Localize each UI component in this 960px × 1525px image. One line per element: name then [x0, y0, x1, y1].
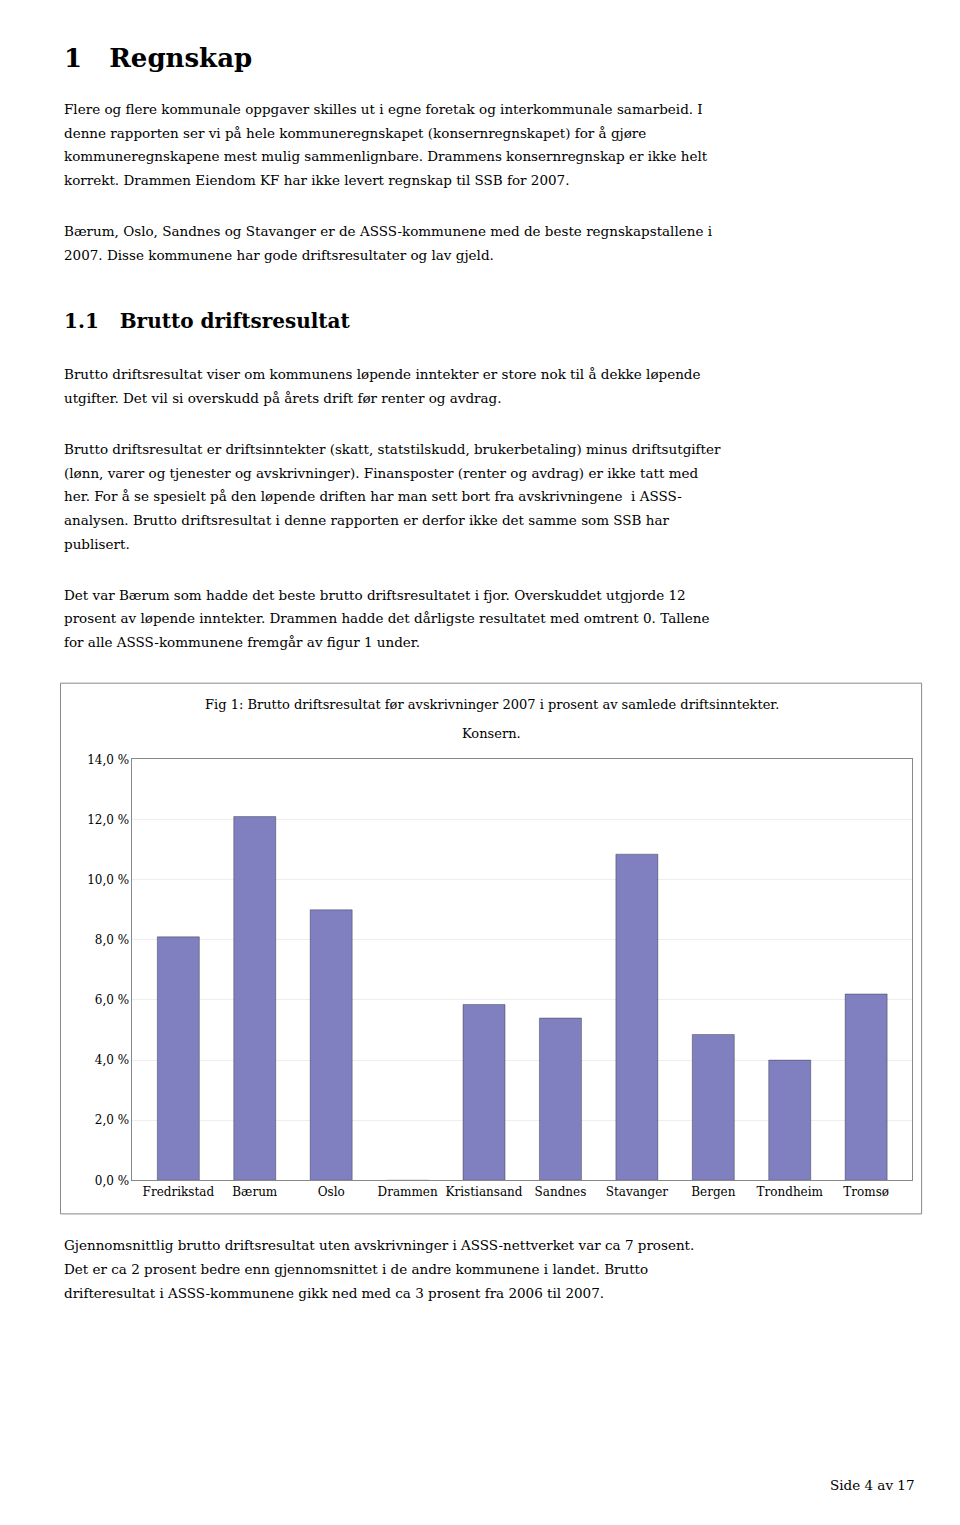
svg-text:analysen. Brutto driftsresulta: analysen. Brutto driftsresultat i denne … [64, 512, 669, 528]
svg-text:Oslo: Oslo [318, 1185, 345, 1199]
svg-text:Bergen: Bergen [691, 1185, 735, 1199]
svg-text:Bærum, Oslo, Sandnes og Stavan: Bærum, Oslo, Sandnes og Stavanger er de … [64, 223, 713, 239]
svg-text:Det er ca 2 prosent bedre enn: Det er ca 2 prosent bedre enn gjennomsni… [64, 1261, 648, 1277]
svg-text:Kristiansand: Kristiansand [446, 1185, 523, 1199]
svg-text:4,0 %: 4,0 % [95, 1053, 129, 1067]
svg-text:2007. Disse kommunene har gode: 2007. Disse kommunene har gode driftsres… [64, 247, 494, 263]
svg-text:prosent av løpende inntekter.: prosent av løpende inntekter. Drammen ha… [64, 610, 710, 626]
svg-text:14,0 %: 14,0 % [87, 753, 129, 767]
svg-text:Konsern.: Konsern. [462, 726, 521, 741]
svg-text:Sandnes: Sandnes [535, 1185, 587, 1199]
svg-text:Fig 1: Brutto driftsresultat f: Fig 1: Brutto driftsresultat før avskriv… [205, 697, 779, 712]
svg-text:Fredrikstad: Fredrikstad [143, 1185, 215, 1199]
svg-text:Stavanger: Stavanger [606, 1185, 669, 1199]
svg-text:Flere og flere kommunale oppga: Flere og flere kommunale oppgaver skille… [64, 101, 703, 117]
svg-text:korrekt. Drammen Eiendom KF ha: korrekt. Drammen Eiendom KF har ikke lev… [64, 172, 570, 188]
svg-text:Det var Bærum som hadde det be: Det var Bærum som hadde det beste brutto… [64, 587, 686, 603]
svg-text:2,0 %: 2,0 % [95, 1113, 129, 1127]
svg-text:her. For å se spesielt på den: her. For å se spesielt på den løpende dr… [64, 488, 682, 504]
svg-text:12,0 %: 12,0 % [87, 813, 129, 827]
svg-text:Trondheim: Trondheim [757, 1185, 824, 1199]
svg-text:6,0 %: 6,0 % [95, 993, 129, 1007]
svg-text:utgifter. Det vil si overskudd: utgifter. Det vil si overskudd på årets … [64, 390, 501, 406]
svg-text:8,0 %: 8,0 % [95, 933, 129, 947]
svg-text:Side 4 av 17: Side 4 av 17 [830, 1477, 915, 1493]
svg-text:for alle ASSS-kommunene fremgå: for alle ASSS-kommunene fremgår av figur… [64, 634, 420, 650]
svg-text:1 Regnskap: 1 Regnskap [64, 43, 252, 73]
svg-text:(lønn, varer og tjenester og a: (lønn, varer og tjenester og avskrivning… [64, 465, 699, 481]
svg-text:denne rapporten ser vi på hele: denne rapporten ser vi på hele kommunere… [64, 125, 646, 141]
svg-text:1.1 Brutto driftsresultat: 1.1 Brutto driftsresultat [64, 309, 351, 333]
svg-text:Tromsø: Tromsø [843, 1185, 889, 1199]
svg-text:10,0 %: 10,0 % [87, 873, 129, 887]
svg-text:kommuneregnskapene mest mulig: kommuneregnskapene mest mulig sammenlign… [64, 148, 708, 164]
svg-text:drifteresultat i ASSS-kommunen: drifteresultat i ASSS-kommunene gikk ned… [64, 1285, 604, 1301]
svg-text:0,0 %: 0,0 % [95, 1174, 129, 1188]
svg-text:Brutto driftsresultat viser om: Brutto driftsresultat viser om kommunens… [64, 366, 700, 382]
svg-text:publisert.: publisert. [64, 536, 130, 552]
svg-text:Gjennomsnittlig brutto driftsr: Gjennomsnittlig brutto driftsresultat ut… [64, 1237, 694, 1253]
svg-text:Drammen: Drammen [378, 1185, 438, 1199]
svg-text:Bærum: Bærum [232, 1185, 278, 1199]
svg-text:Brutto driftsresultat er drift: Brutto driftsresultat er driftsinntekter… [64, 441, 721, 457]
